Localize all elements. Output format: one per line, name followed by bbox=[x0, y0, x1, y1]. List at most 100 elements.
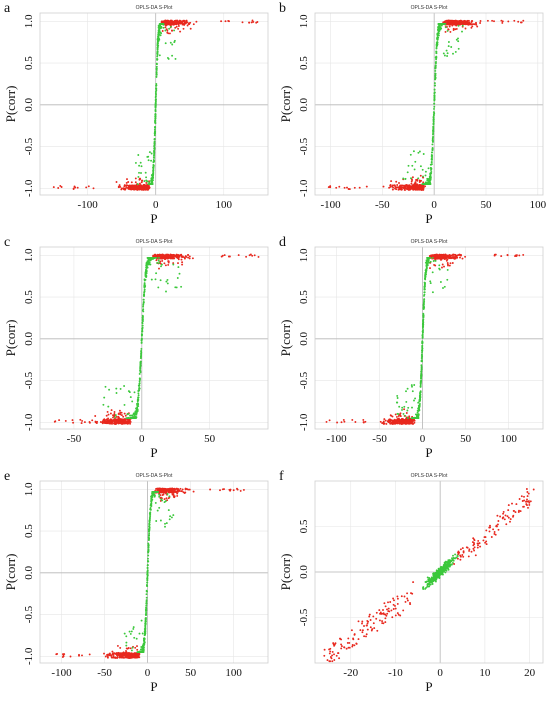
data-point bbox=[449, 21, 452, 24]
data-point bbox=[144, 628, 147, 631]
data-point bbox=[438, 268, 441, 271]
x-tick-label: 0 bbox=[420, 433, 426, 445]
data-point bbox=[138, 171, 140, 174]
data-point bbox=[420, 375, 423, 378]
data-point bbox=[125, 181, 128, 184]
x-tick-label: -100 bbox=[320, 199, 341, 211]
data-point bbox=[144, 273, 147, 276]
data-point bbox=[153, 256, 156, 259]
data-point bbox=[432, 129, 435, 132]
data-point bbox=[129, 647, 132, 650]
data-point bbox=[441, 266, 443, 269]
data-point bbox=[172, 514, 175, 517]
data-point bbox=[148, 534, 150, 537]
data-point bbox=[138, 651, 140, 654]
data-point bbox=[113, 420, 116, 422]
data-point bbox=[446, 55, 449, 57]
chart-title: OPLS-DA S-Plot bbox=[136, 239, 173, 245]
data-point bbox=[114, 652, 117, 655]
panel-letter: c bbox=[4, 235, 10, 250]
data-point bbox=[150, 495, 153, 498]
data-point bbox=[169, 19, 172, 22]
data-point bbox=[146, 560, 149, 562]
data-point bbox=[145, 176, 148, 179]
data-point bbox=[395, 422, 398, 425]
data-point bbox=[228, 488, 231, 491]
data-point bbox=[124, 654, 127, 657]
data-point bbox=[454, 23, 457, 25]
data-point bbox=[173, 20, 176, 23]
data-point bbox=[115, 181, 118, 183]
data-point bbox=[110, 409, 113, 412]
data-point bbox=[435, 578, 438, 581]
data-point bbox=[444, 562, 447, 565]
data-point bbox=[434, 253, 437, 256]
data-point bbox=[160, 265, 162, 268]
data-point bbox=[420, 370, 423, 373]
data-point bbox=[448, 25, 451, 28]
data-point bbox=[145, 601, 148, 604]
data-point bbox=[446, 29, 449, 32]
data-point bbox=[432, 119, 435, 122]
data-point bbox=[151, 256, 154, 259]
data-point bbox=[464, 255, 467, 258]
data-point bbox=[186, 488, 189, 491]
data-point bbox=[153, 128, 156, 131]
data-point bbox=[429, 280, 432, 283]
data-point bbox=[137, 392, 140, 395]
scatter-points bbox=[327, 19, 525, 191]
data-point bbox=[164, 42, 167, 45]
data-point bbox=[440, 22, 443, 25]
data-point bbox=[422, 188, 425, 191]
data-point bbox=[145, 596, 148, 599]
data-point bbox=[105, 414, 108, 417]
data-point bbox=[144, 630, 147, 633]
data-point bbox=[456, 555, 459, 558]
data-point bbox=[108, 652, 111, 655]
data-point bbox=[138, 372, 141, 375]
x-axis-label: P bbox=[150, 211, 157, 226]
data-point bbox=[447, 45, 450, 48]
data-point bbox=[147, 554, 150, 557]
data-point bbox=[227, 19, 230, 22]
data-point bbox=[428, 183, 431, 186]
splot-c: c OPLS-DA S-Plot-50 0 50-1.0-0.50.00.51.0PP… bbox=[3, 235, 269, 460]
data-point bbox=[404, 414, 407, 417]
data-point bbox=[388, 186, 391, 189]
data-point bbox=[404, 178, 407, 180]
data-point bbox=[175, 490, 178, 493]
data-point bbox=[146, 566, 149, 569]
data-point bbox=[111, 650, 114, 653]
data-point bbox=[165, 492, 167, 495]
data-point bbox=[431, 271, 434, 274]
data-point bbox=[406, 417, 409, 419]
data-point bbox=[411, 176, 414, 179]
data-point bbox=[113, 413, 116, 415]
data-point bbox=[160, 26, 163, 29]
data-point bbox=[422, 319, 424, 322]
data-point bbox=[136, 651, 139, 654]
data-point bbox=[419, 382, 422, 385]
data-point bbox=[137, 394, 140, 397]
data-point bbox=[154, 117, 157, 120]
data-point bbox=[144, 171, 147, 174]
data-point bbox=[435, 51, 438, 54]
data-point bbox=[413, 421, 416, 424]
data-point bbox=[434, 72, 437, 75]
panel-letter: e bbox=[4, 469, 10, 484]
data-point bbox=[147, 184, 150, 187]
data-point bbox=[141, 649, 144, 652]
data-point bbox=[146, 577, 149, 580]
data-point bbox=[432, 123, 435, 126]
data-point bbox=[187, 254, 190, 256]
data-point bbox=[122, 653, 125, 656]
data-point bbox=[424, 170, 427, 173]
data-point bbox=[422, 175, 424, 178]
data-point bbox=[180, 258, 183, 261]
x-tick-label: 50 bbox=[204, 433, 216, 445]
data-point bbox=[147, 183, 150, 186]
data-point bbox=[353, 186, 356, 189]
plot-frame bbox=[314, 480, 544, 664]
data-point bbox=[143, 184, 146, 187]
data-point bbox=[417, 408, 420, 411]
